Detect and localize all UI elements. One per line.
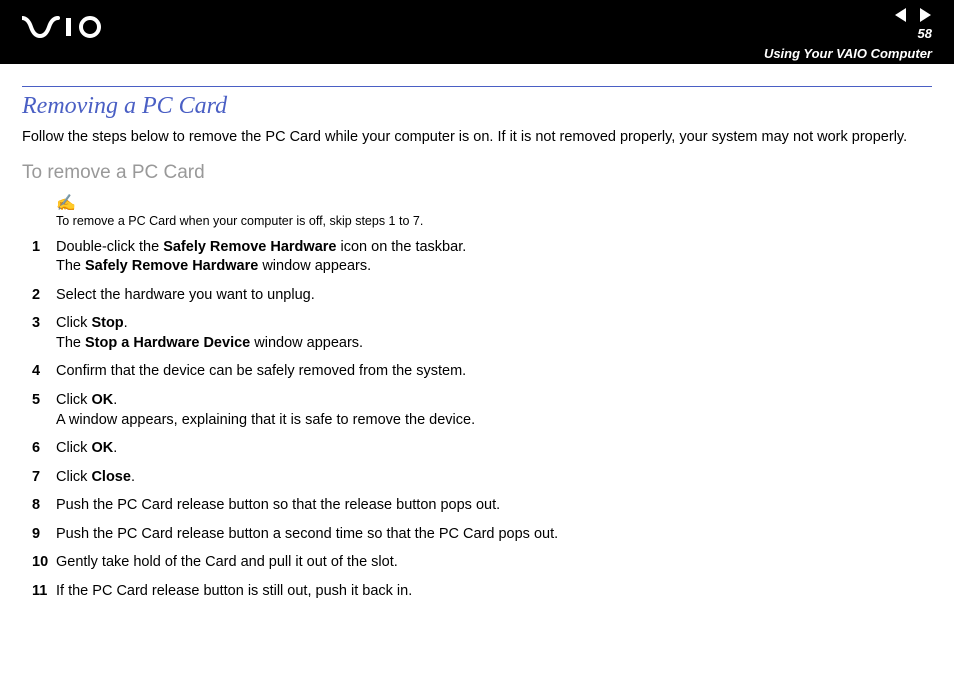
step-item: 8Push the PC Card release button so that…: [22, 496, 932, 516]
step-text: Click Close.: [56, 468, 932, 488]
step-text: Click OK.A window appears, explaining th…: [56, 391, 932, 430]
step-number: 8: [22, 496, 56, 516]
step-text: Push the PC Card release button so that …: [56, 496, 932, 516]
nav-prev-icon[interactable]: [892, 6, 910, 24]
step-item: 6Click OK.: [22, 439, 932, 459]
note-block: ✍ To remove a PC Card when your computer…: [56, 196, 932, 228]
step-text: Double-click the Safely Remove Hardware …: [56, 238, 932, 277]
step-number: 10: [22, 553, 56, 573]
procedure-subtitle: To remove a PC Card: [22, 162, 932, 184]
step-text: Gently take hold of the Card and pull it…: [56, 553, 932, 573]
step-number: 9: [22, 525, 56, 545]
step-item: 1Double-click the Safely Remove Hardware…: [22, 238, 932, 277]
section-label: Using Your VAIO Computer: [764, 46, 932, 61]
note-icon: ✍: [56, 196, 932, 212]
step-number: 7: [22, 468, 56, 488]
nav-arrows: [892, 6, 934, 24]
step-number: 6: [22, 439, 56, 459]
step-text: Push the PC Card release button a second…: [56, 525, 932, 545]
step-item: 11If the PC Card release button is still…: [22, 582, 932, 602]
step-item: 5Click OK.A window appears, explaining t…: [22, 391, 932, 430]
step-item: 3Click Stop.The Stop a Hardware Device w…: [22, 314, 932, 353]
step-text: Select the hardware you want to unplug.: [56, 286, 932, 306]
step-item: 9Push the PC Card release button a secon…: [22, 525, 932, 545]
step-number: 11: [22, 582, 56, 602]
steps-list: 1Double-click the Safely Remove Hardware…: [22, 238, 932, 602]
page-number: 58: [918, 26, 932, 41]
note-text: To remove a PC Card when your computer i…: [56, 214, 932, 228]
step-text: Confirm that the device can be safely re…: [56, 362, 932, 382]
page-title: Removing a PC Card: [22, 93, 932, 120]
step-text: If the PC Card release button is still o…: [56, 582, 932, 602]
page-content: Removing a PC Card Follow the steps belo…: [0, 93, 954, 632]
step-number: 1: [22, 238, 56, 277]
step-item: 4Confirm that the device can be safely r…: [22, 362, 932, 382]
step-item: 7Click Close.: [22, 468, 932, 488]
step-text: Click Stop.The Stop a Hardware Device wi…: [56, 314, 932, 353]
header-bar: 58 Using Your VAIO Computer: [0, 0, 954, 64]
horizontal-rule: [22, 86, 932, 87]
step-number: 2: [22, 286, 56, 306]
step-number: 5: [22, 391, 56, 430]
nav-next-icon[interactable]: [916, 6, 934, 24]
step-number: 3: [22, 314, 56, 353]
step-text: Click OK.: [56, 439, 932, 459]
vaio-logo: [22, 16, 112, 43]
intro-paragraph: Follow the steps below to remove the PC …: [22, 128, 932, 148]
step-item: 2Select the hardware you want to unplug.: [22, 286, 932, 306]
step-item: 10Gently take hold of the Card and pull …: [22, 553, 932, 573]
step-number: 4: [22, 362, 56, 382]
